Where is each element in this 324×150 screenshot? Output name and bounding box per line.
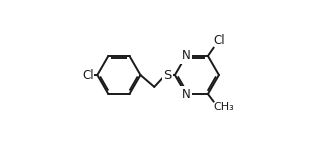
Text: S: S <box>163 69 171 81</box>
Text: CH₃: CH₃ <box>214 102 235 112</box>
Text: N: N <box>181 50 190 62</box>
Text: N: N <box>181 88 190 100</box>
Text: Cl: Cl <box>214 34 226 47</box>
Text: Cl: Cl <box>82 69 94 81</box>
